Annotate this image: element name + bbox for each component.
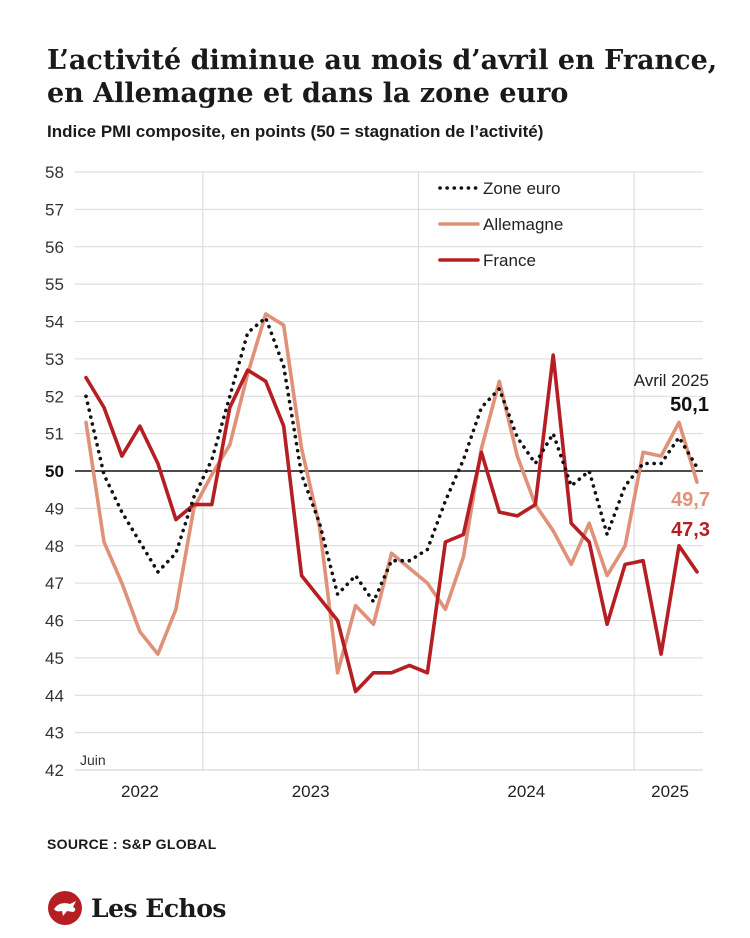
y-tick-label: 43 <box>45 724 64 743</box>
series-line-france <box>84 353 699 694</box>
y-tick-label: 48 <box>45 537 64 556</box>
y-tick-label: 50 <box>45 462 64 481</box>
x-start-note: Juin <box>80 752 106 768</box>
source-note: SOURCE : S&P GLOBAL <box>47 836 217 852</box>
annotation-label: Avril 2025 <box>634 371 709 390</box>
y-tick-label: 44 <box>45 686 64 705</box>
y-tick-label: 49 <box>45 499 64 518</box>
les-echos-emblem-icon <box>48 891 82 925</box>
annotation-label: 50,1 <box>670 394 709 416</box>
legend-label: Allemagne <box>483 215 563 234</box>
y-tick-label: 46 <box>45 612 64 631</box>
annotation-label: 49,7 <box>671 489 710 511</box>
legend-label: France <box>483 251 536 270</box>
y-tick-label: 55 <box>45 275 64 294</box>
pmi-line-chart: 58 57 56 55 54 53 52 51 50 49 48 47 46 45 44 43 42 2022 20… <box>45 163 710 801</box>
y-tick-label: 56 <box>45 238 64 257</box>
y-tick-label: 57 <box>45 200 64 219</box>
x-tick-label: 2025 <box>651 782 689 801</box>
chart-title: L’activité diminue au mois d’avril en Fr… <box>47 45 718 109</box>
y-tick-label: 47 <box>45 574 64 593</box>
annotation-label: 47,3 <box>671 519 710 541</box>
legend-label: Zone euro <box>483 179 561 198</box>
x-tick-label: 2024 <box>507 782 545 801</box>
y-tick-label: 54 <box>45 313 64 332</box>
y-tick-label: 58 <box>45 163 64 182</box>
series-line-allemagne <box>84 312 699 675</box>
y-tick-label: 51 <box>45 425 64 444</box>
y-tick-label: 45 <box>45 649 64 668</box>
y-tick-label: 52 <box>45 387 64 406</box>
les-echos-logo[interactable]: Les Echos <box>47 890 226 926</box>
series-line-zone-euro <box>84 316 699 604</box>
chart-subtitle: Indice PMI composite, en points (50 = st… <box>47 122 544 141</box>
x-tick-label: 2022 <box>121 782 159 801</box>
y-tick-label: 53 <box>45 350 64 369</box>
x-tick-label: 2023 <box>292 782 330 801</box>
brand-name: Les Echos <box>91 893 226 923</box>
y-tick-label: 42 <box>45 761 64 780</box>
